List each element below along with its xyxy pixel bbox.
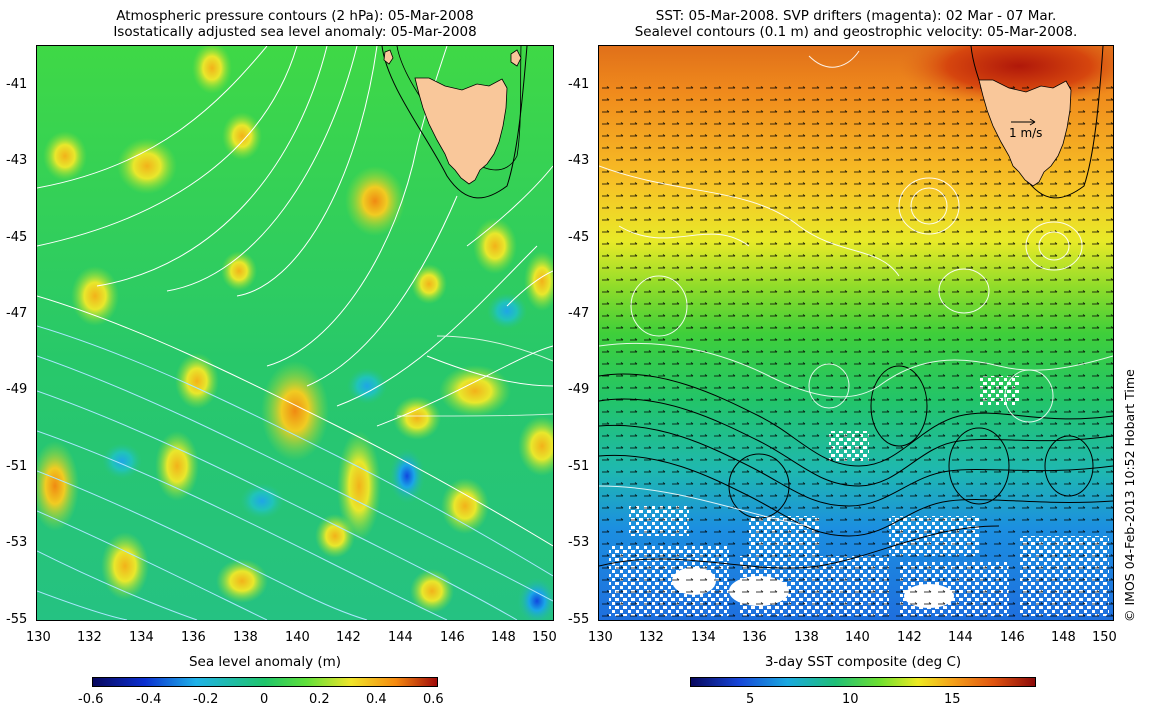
sst-map: 1 m/s [598, 45, 1114, 621]
left-lat-tick: -47 [6, 306, 28, 321]
right-lon-tick: 146 [1000, 630, 1025, 645]
tasmania-land [414, 77, 508, 185]
right-lon-tick: 134 [691, 630, 716, 645]
sla-map-svg [37, 46, 553, 620]
sla-colorbar-tick: 0.6 [423, 692, 444, 707]
sst-colorbar-tick: 15 [944, 692, 961, 707]
southern-contours [599, 365, 1113, 569]
southern-contours-white [599, 342, 1113, 527]
right-lon-tick: 150 [1092, 630, 1117, 645]
left-lat-tick: -49 [6, 382, 28, 397]
sst-map-svg [599, 46, 1113, 620]
sea-level-anomaly-map [36, 45, 554, 621]
right-lat-tick: -53 [568, 535, 590, 550]
velocity-scale-arrow [1011, 118, 1036, 126]
right-lat-tick: -51 [568, 459, 590, 474]
right-lon-tick: 140 [845, 630, 870, 645]
imos-credit: © IMOS 04-Feb-2013 10:52 Hobart Time [1122, 369, 1137, 622]
left-lat-tick: -51 [6, 459, 28, 474]
left-lon-tick: 146 [440, 630, 465, 645]
left-lat-tick: -43 [6, 153, 28, 168]
left-lon-tick: 136 [181, 630, 206, 645]
left-lon-tick: 140 [285, 630, 310, 645]
left-title-line1: Atmospheric pressure contours (2 hPa): 0… [116, 8, 474, 24]
right-title-line1: SST: 05-Mar-2008. SVP drifters (magenta)… [655, 8, 1057, 24]
right-lat-tick: -43 [568, 153, 590, 168]
left-lon-tick: 130 [26, 630, 51, 645]
right-title-line2: Sealevel contours (0.1 m) and geostrophi… [634, 24, 1078, 40]
left-lat-tick: -53 [6, 535, 28, 550]
right-lon-tick: 144 [948, 630, 973, 645]
velocity-scale-label: 1 m/s [1009, 126, 1043, 140]
flinders-island [510, 49, 522, 67]
left-lat-tick: -45 [6, 230, 28, 245]
sst-colorbar [690, 677, 1036, 687]
sla-colorbar-tick: -0.4 [136, 692, 162, 707]
left-lon-tick: 148 [491, 630, 516, 645]
right-lon-tick: 138 [794, 630, 819, 645]
left-lon-tick: 150 [532, 630, 557, 645]
sla-colorbar-tick: 0.2 [309, 692, 330, 707]
left-title-line2: Isostatically adjusted sea level anomaly… [113, 24, 477, 40]
sla-colorbar-tick: 0 [260, 692, 269, 707]
left-lon-tick: 142 [336, 630, 361, 645]
left-lon-tick: 132 [77, 630, 102, 645]
sst-colorbar-tick: 5 [746, 692, 755, 707]
sla-colorbar-tick: -0.6 [78, 692, 104, 707]
right-lat-tick: -41 [568, 77, 590, 92]
right-lon-tick: 136 [742, 630, 767, 645]
left-lon-tick: 144 [388, 630, 413, 645]
sst-colorbar-label: 3-day SST composite (deg C) [764, 654, 962, 670]
sla-colorbar-tick: 0.4 [366, 692, 387, 707]
sla-colorbar-tick: -0.2 [193, 692, 219, 707]
sst-colorbar-tick: 10 [842, 692, 859, 707]
right-lat-tick: -45 [568, 230, 590, 245]
right-lon-tick: 130 [588, 630, 613, 645]
right-lat-tick: -47 [568, 306, 590, 321]
tasmania-land-right [978, 79, 1072, 187]
sla-colorbar [92, 677, 438, 687]
right-lon-tick: 142 [897, 630, 922, 645]
right-lon-tick: 132 [639, 630, 664, 645]
sla-colorbar-label: Sea level anomaly (m) [188, 654, 342, 670]
right-lon-tick: 148 [1051, 630, 1076, 645]
left-lat-tick: -41 [6, 77, 28, 92]
pressure-contours [37, 46, 553, 620]
right-lat-tick: -55 [568, 612, 590, 627]
king-island [383, 49, 394, 65]
sealevel-contours [599, 50, 1083, 337]
right-lat-tick: -49 [568, 382, 590, 397]
left-lat-tick: -55 [6, 612, 28, 627]
left-lon-tick: 138 [233, 630, 258, 645]
left-lon-tick: 134 [129, 630, 154, 645]
tasmania-shelf-contours [381, 46, 528, 199]
